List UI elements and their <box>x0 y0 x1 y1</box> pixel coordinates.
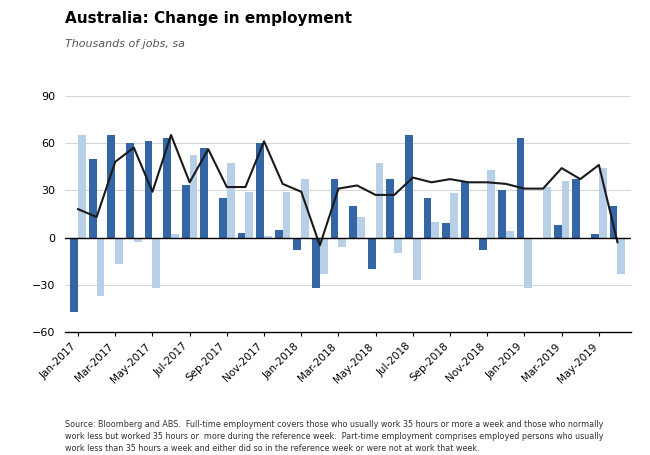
Bar <box>450 193 458 238</box>
Bar <box>208 238 216 239</box>
Bar <box>573 179 580 238</box>
Bar <box>517 138 525 238</box>
Text: Australia: Change in employment: Australia: Change in employment <box>65 11 352 26</box>
Bar <box>618 238 625 274</box>
Bar <box>357 217 365 238</box>
Bar <box>395 238 402 253</box>
Bar <box>107 135 115 238</box>
Bar <box>293 238 301 250</box>
Bar <box>525 238 532 288</box>
Bar <box>339 238 346 247</box>
Bar <box>238 233 246 238</box>
Bar <box>301 179 309 238</box>
Bar <box>413 238 421 280</box>
Bar <box>126 143 134 238</box>
Bar <box>312 238 320 288</box>
Bar <box>70 238 78 312</box>
Bar <box>134 238 142 242</box>
Bar <box>283 192 291 238</box>
Bar <box>163 138 171 238</box>
Bar <box>89 159 97 238</box>
Bar <box>498 190 506 238</box>
Bar <box>256 143 264 238</box>
Bar <box>171 234 179 238</box>
Text: Source: Bloomberg and ABS.  Full-time employment covers those who usually work 3: Source: Bloomberg and ABS. Full-time emp… <box>65 420 603 453</box>
Bar <box>488 170 495 238</box>
Bar <box>376 163 384 238</box>
Bar <box>275 230 283 238</box>
Text: Thousands of jobs, sa: Thousands of jobs, sa <box>65 39 185 49</box>
Bar <box>115 238 123 264</box>
Bar <box>480 238 488 250</box>
Bar <box>543 187 551 238</box>
Bar <box>506 231 514 238</box>
Bar <box>246 192 254 238</box>
Bar <box>591 234 599 238</box>
Bar <box>182 186 190 238</box>
Bar <box>97 238 105 296</box>
Bar <box>320 238 328 274</box>
Bar <box>405 135 413 238</box>
Bar <box>461 182 469 238</box>
Bar <box>368 238 376 269</box>
Bar <box>442 223 450 238</box>
Bar <box>562 181 569 238</box>
Bar <box>554 225 562 238</box>
Bar <box>349 206 357 238</box>
Bar <box>144 142 153 238</box>
Bar <box>264 236 272 238</box>
Bar <box>190 156 198 238</box>
Bar <box>78 135 86 238</box>
Bar <box>387 179 395 238</box>
Bar <box>331 179 339 238</box>
Bar <box>535 238 543 239</box>
Bar <box>432 222 439 238</box>
Bar <box>610 206 617 238</box>
Bar <box>599 168 606 238</box>
Bar <box>219 198 227 238</box>
Bar <box>153 238 161 288</box>
Bar <box>227 163 235 238</box>
Bar <box>424 198 432 238</box>
Bar <box>200 147 208 238</box>
